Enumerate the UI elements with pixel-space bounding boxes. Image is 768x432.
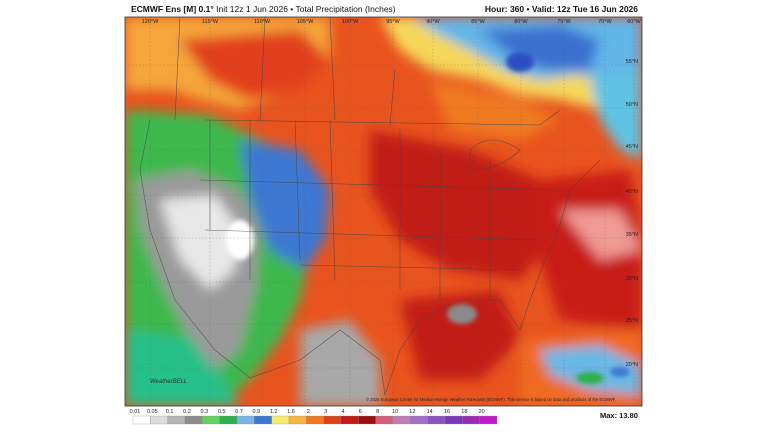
- run: Init 12z 1 Jun 2026 • Total Precipitatio…: [216, 4, 396, 14]
- latitude-label: 35°N: [626, 232, 638, 238]
- valid: • Valid: 12z Tue 16 Jun 2026: [526, 4, 638, 14]
- legend-label: 12: [409, 409, 415, 415]
- legend-swatch: [444, 415, 463, 425]
- latitude-label: 55°N: [626, 59, 638, 65]
- legend-label: 10: [392, 409, 398, 415]
- legend-label: 8: [376, 409, 379, 415]
- precip-field: [125, 17, 642, 406]
- legend-swatch: [410, 415, 428, 425]
- legend-swatch: [427, 415, 446, 425]
- latitude-label: 50°N: [626, 102, 638, 108]
- longitude-label: 75°W: [557, 19, 571, 25]
- legend-swatch: [462, 415, 480, 425]
- legend-swatch: [375, 415, 394, 425]
- logo: WeatherBELL: [150, 379, 187, 385]
- legend-label: 1.2: [270, 409, 278, 415]
- legend-swatch: [288, 415, 307, 425]
- max-value: Max: 13.80: [600, 411, 638, 420]
- legend-swatch: [340, 415, 359, 425]
- legend-swatch: [358, 415, 376, 425]
- longitude-label: 110°W: [254, 19, 271, 25]
- legend-label: 0.1: [166, 409, 174, 415]
- hour: Hour: 360: [484, 4, 525, 14]
- legend-label: 1.6: [287, 409, 295, 415]
- latitude-label: 30°N: [626, 276, 638, 282]
- legend-label: 0.3: [201, 409, 209, 415]
- longitude-label: 80°W: [514, 19, 528, 25]
- legend-label: 0.9: [253, 409, 261, 415]
- legend-label: 14: [427, 409, 433, 415]
- legend-label: 0.2: [183, 409, 191, 415]
- longitude-label: 70°W: [598, 19, 612, 25]
- longitude-label: 85°W: [471, 19, 485, 25]
- legend-label: 0.7: [235, 409, 243, 415]
- longitude-label: 90°W: [426, 19, 440, 25]
- legend-swatch: [184, 415, 203, 425]
- longitude-label: 120°W: [142, 19, 159, 25]
- legend-swatch: [150, 415, 168, 425]
- credit: © 2025 European Centre for Medium-Range …: [366, 397, 616, 402]
- longitude-label: 100°W: [342, 19, 359, 25]
- latitude-label: 45°N: [626, 144, 638, 150]
- legend-swatch: [236, 415, 255, 425]
- legend-swatch: [392, 415, 411, 425]
- header-right: Hour: 360 • Valid: 12z Tue 16 Jun 2026: [485, 4, 638, 14]
- longitude-label: 60°W: [627, 19, 641, 25]
- legend-label: 18: [461, 409, 467, 415]
- legend-label: 0.05: [147, 409, 158, 415]
- longitude-label: 115°W: [202, 19, 219, 25]
- legend-swatch: [132, 415, 151, 425]
- legend-swatch: [306, 415, 324, 425]
- legend-label: 4: [341, 409, 344, 415]
- legend-swatch: [254, 415, 272, 425]
- legend-label: 0.01: [130, 409, 141, 415]
- legend-label: 2: [307, 409, 310, 415]
- legend-swatch: [271, 415, 290, 425]
- latitude-label: 40°N: [626, 189, 638, 195]
- legend-swatch: [167, 415, 186, 425]
- longitude-label: 95°W: [386, 19, 400, 25]
- legend-swatch: [323, 415, 342, 425]
- legend-swatch: [202, 415, 220, 425]
- longitude-label: 105°W: [297, 19, 314, 25]
- map-frame: [124, 16, 643, 407]
- latitude-label: 20°N: [626, 362, 638, 368]
- legend-label: 20: [479, 409, 485, 415]
- header-left: ECMWF Ens [M] 0.1° Init 12z 1 Jun 2026 •…: [131, 4, 396, 14]
- latitude-label: 25°N: [626, 318, 638, 324]
- legend-swatch: [219, 415, 238, 425]
- model: ECMWF Ens [M] 0.1°: [131, 4, 214, 14]
- legend-label: 0.5: [218, 409, 226, 415]
- legend-label: 3: [324, 409, 327, 415]
- legend-label: 16: [444, 409, 450, 415]
- legend-label: 6: [359, 409, 362, 415]
- legend-swatch: [479, 415, 498, 425]
